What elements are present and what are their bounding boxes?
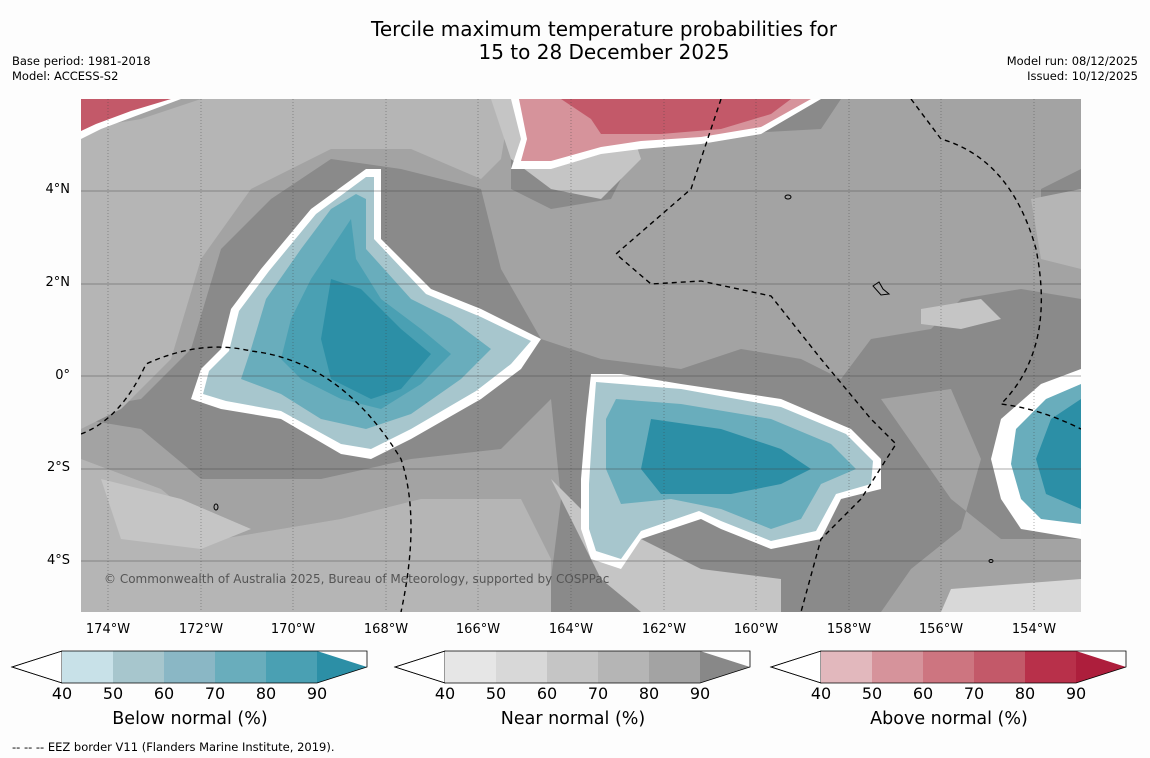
colorbar-near-tick: 50 [485, 684, 507, 703]
issued-text: Issued: 10/12/2025 [1027, 69, 1138, 83]
model-text: Model: ACCESS-S2 [12, 69, 119, 83]
near-normal-light-south-mid [551, 479, 781, 612]
colorbar-above-tick: 90 [1065, 684, 1087, 703]
colorbar-near-label: Near normal (%) [500, 709, 646, 729]
colorbar-above-normal: 40 50 60 70 80 90 Above normal (%) [769, 650, 1129, 729]
colorbar-above-max-arrow [1076, 651, 1126, 683]
colorbar-below-swatch-50 [113, 651, 164, 683]
near-normal-70-region-south [81, 459, 551, 612]
near-normal-light-south-far [941, 579, 1081, 612]
colorbar-below-min-arrow [10, 650, 63, 684]
model-run-text: Model run: 08/12/2025 [1006, 54, 1138, 68]
map-svg [81, 99, 1081, 612]
lon-label-160w: 160°W [733, 622, 779, 637]
colorbar-above-swatch-40 [821, 651, 872, 683]
colorbar-below-max-arrow [317, 651, 367, 683]
meta-right: Model run: 08/12/2025 Issued: 10/12/2025 [1007, 54, 1138, 84]
near-normal-70-region [81, 99, 511, 429]
colorbar-near-tick: 90 [689, 684, 711, 703]
lon-label-170w: 170°W [270, 622, 316, 637]
colorbar-above-min-arrow [769, 650, 822, 684]
near-normal-light-south-left [101, 479, 251, 549]
eez-borders [81, 99, 1081, 612]
graticule-lat [81, 190, 1081, 562]
colorbar-below-tick: 60 [153, 684, 175, 703]
lon-label-156w: 156°W [918, 622, 964, 637]
colorbar-below-swatch-70 [215, 651, 266, 683]
probability-map[interactable] [81, 99, 1081, 612]
footnote-eez: -- -- -- EEZ border V11 (Flanders Marine… [12, 740, 335, 754]
colorbar-near-normal: 40 50 60 70 80 90 Near normal (%) [393, 650, 753, 729]
colorbar-near-min-arrow [393, 650, 446, 684]
colorbar-near-swatch-80 [649, 651, 700, 683]
lat-label-0: 0° [55, 368, 70, 383]
lat-label-4n: 4°N [45, 182, 71, 197]
below-normal-region-central-90 [641, 419, 811, 494]
meta-left: Base period: 1981-2018 Model: ACCESS-S2 [12, 54, 151, 84]
lat-label-4s: 4°S [46, 553, 70, 568]
lon-label-172w: 172°W [178, 622, 224, 637]
lon-label-164w: 164°W [548, 622, 594, 637]
colorbar-below-normal: 40 50 60 70 80 90 Below normal (%) [10, 650, 370, 729]
colorbar-above-tick: 80 [1014, 684, 1036, 703]
base-period-text: Base period: 1981-2018 [12, 54, 151, 68]
lat-label-2n: 2°N [45, 275, 71, 290]
colorbar-below-tick: 70 [204, 684, 226, 703]
near-normal-60-region-east [881, 389, 1081, 612]
colorbar-near-tick: 40 [434, 684, 456, 703]
colorbar-above-swatch-80 [1025, 651, 1076, 683]
lon-label-162w: 162°W [641, 622, 687, 637]
title-line-2: 15 to 28 December 2025 [478, 40, 730, 64]
chart-title: Tercile maximum temperature probabilitie… [0, 18, 1150, 64]
colorbar-below-swatch-80 [266, 651, 317, 683]
colorbar-near-swatch-40 [445, 651, 496, 683]
near-normal-60-east-patch [1031, 189, 1081, 269]
colorbar-near-swatch-50 [496, 651, 547, 683]
colorbar-below-tick: 80 [255, 684, 277, 703]
colorbar-below-tick: 40 [51, 684, 73, 703]
colorbar-near-swatch-60 [547, 651, 598, 683]
colorbar-near-max-arrow [700, 651, 750, 683]
islands [213, 194, 994, 563]
colorbar-above-tick: 40 [810, 684, 832, 703]
colorbar-above-swatch-70 [974, 651, 1025, 683]
lon-label-154w: 154°W [1011, 622, 1057, 637]
lon-label-174w: 174°W [85, 622, 131, 637]
below-normal-region-east-90 [1036, 399, 1081, 509]
title-line-1: Tercile maximum temperature probabilitie… [371, 17, 837, 41]
lat-label-2s: 2°S [46, 460, 70, 475]
colorbar-above-tick: 50 [861, 684, 883, 703]
colorbar-near-tick: 60 [536, 684, 558, 703]
copyright-text: © Commonwealth of Australia 2025, Bureau… [104, 572, 610, 586]
lon-label-158w: 158°W [826, 622, 872, 637]
above-normal-region-north-70 [561, 99, 791, 134]
lon-label-166w: 166°W [455, 622, 501, 637]
near-normal-60-region [81, 99, 1081, 409]
colorbar-below-swatch-60 [164, 651, 215, 683]
colorbar-below-tick: 90 [306, 684, 328, 703]
colorbar-below-tick: 50 [102, 684, 124, 703]
above-normal-region-northwest-70 [81, 99, 171, 131]
colorbar-below-svg [10, 650, 368, 684]
colorbar-above-swatch-60 [923, 651, 974, 683]
colorbar-near-swatch-70 [598, 651, 649, 683]
colorbar-below-swatch-40 [62, 651, 113, 683]
colorbar-near-svg [393, 650, 751, 684]
colorbar-above-swatch-50 [872, 651, 923, 683]
colorbar-near-tick: 70 [587, 684, 609, 703]
colorbar-below-label: Below normal (%) [112, 709, 268, 729]
lon-label-168w: 168°W [363, 622, 409, 637]
colorbar-above-svg [769, 650, 1127, 684]
colorbar-above-tick: 70 [963, 684, 985, 703]
colorbar-above-tick: 60 [912, 684, 934, 703]
below-normal-region-west-90 [321, 279, 431, 399]
colorbar-above-label: Above normal (%) [870, 709, 1028, 729]
colorbar-near-tick: 80 [638, 684, 660, 703]
